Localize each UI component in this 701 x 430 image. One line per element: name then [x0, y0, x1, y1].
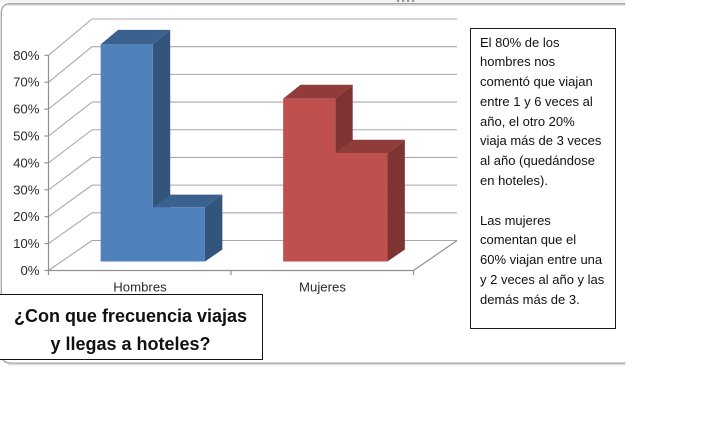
svg-text:50%: 50% [13, 129, 40, 144]
svg-text:20%: 20% [13, 209, 40, 224]
svg-text:30%: 30% [13, 182, 40, 197]
svg-text:0%: 0% [20, 263, 39, 278]
svg-text:10%: 10% [13, 236, 40, 251]
svg-text:40%: 40% [13, 155, 40, 170]
svg-text:80%: 80% [13, 48, 40, 63]
svg-text:70%: 70% [13, 75, 40, 90]
svg-text:Mujeres: Mujeres [299, 280, 346, 295]
svg-text:Hombres: Hombres [113, 280, 167, 295]
svg-text:60%: 60% [13, 102, 40, 117]
